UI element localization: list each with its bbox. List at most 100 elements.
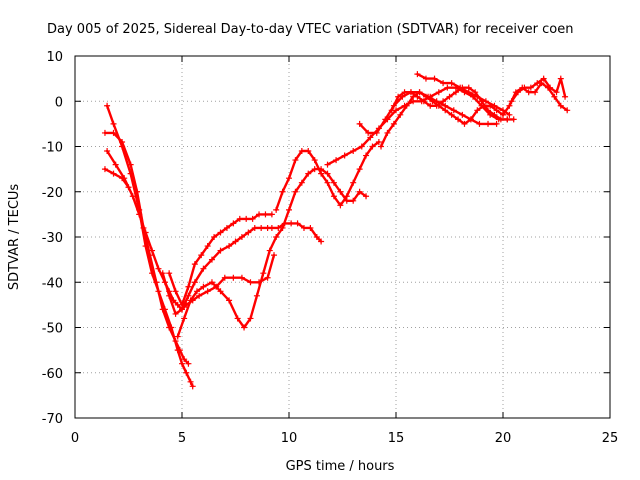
data-point bbox=[506, 111, 513, 118]
data-point bbox=[452, 89, 459, 96]
y-tick-label: -30 bbox=[42, 231, 63, 246]
data-point bbox=[407, 89, 414, 96]
data-point bbox=[172, 288, 179, 295]
data-point bbox=[183, 369, 190, 376]
data-point bbox=[450, 107, 457, 114]
data-point bbox=[193, 288, 200, 295]
data-point bbox=[273, 234, 280, 240]
data-point bbox=[230, 274, 237, 281]
data-point bbox=[198, 252, 205, 259]
data-point bbox=[185, 360, 192, 367]
x-axis-label: GPS time / hours bbox=[286, 459, 395, 474]
data-point bbox=[110, 129, 117, 136]
x-tick-label: 0 bbox=[71, 431, 79, 446]
data-point bbox=[311, 157, 318, 164]
data-point bbox=[356, 188, 363, 195]
series-line bbox=[103, 131, 190, 365]
data-point bbox=[493, 107, 500, 114]
data-point bbox=[356, 120, 363, 127]
x-tick-label: 15 bbox=[388, 431, 405, 446]
data-point bbox=[226, 243, 233, 250]
data-point bbox=[551, 93, 558, 100]
data-point bbox=[191, 261, 198, 268]
data-point bbox=[187, 378, 194, 385]
data-point bbox=[429, 98, 436, 105]
data-point bbox=[249, 215, 256, 222]
data-point bbox=[185, 283, 192, 290]
data-point bbox=[427, 102, 434, 109]
data-point bbox=[318, 170, 325, 177]
data-point bbox=[189, 383, 196, 390]
data-point bbox=[260, 270, 267, 277]
data-point bbox=[125, 184, 132, 191]
data-point bbox=[358, 143, 365, 150]
data-point bbox=[313, 234, 320, 240]
data-point bbox=[166, 292, 173, 299]
data-point bbox=[286, 175, 292, 182]
series-arc-5 bbox=[159, 220, 325, 317]
data-point bbox=[112, 161, 119, 168]
y-tick-label: -70 bbox=[42, 412, 63, 427]
x-tick-label: 25 bbox=[602, 431, 619, 446]
data-point bbox=[414, 93, 421, 100]
data-point bbox=[256, 211, 263, 218]
data-point bbox=[534, 80, 541, 87]
data-point bbox=[365, 129, 372, 136]
data-point bbox=[119, 138, 126, 145]
y-tick-label: -40 bbox=[42, 276, 63, 291]
data-point bbox=[238, 274, 245, 281]
y-axis-label: SDTVAR / TECUs bbox=[7, 184, 22, 291]
data-point bbox=[485, 120, 492, 127]
data-point bbox=[208, 256, 215, 263]
data-point bbox=[191, 279, 198, 286]
series-arc-8 bbox=[273, 138, 382, 213]
y-tick-label: 10 bbox=[46, 50, 63, 65]
data-point bbox=[101, 129, 108, 136]
chart-title: Day 005 of 2025, Sidereal Day-to-day VTE… bbox=[47, 22, 573, 37]
data-point bbox=[397, 111, 404, 118]
data-point bbox=[378, 143, 385, 150]
data-point bbox=[455, 116, 462, 123]
series-arc-6 bbox=[166, 211, 275, 308]
data-point bbox=[435, 89, 442, 96]
data-point bbox=[472, 89, 479, 96]
data-point bbox=[564, 107, 571, 114]
data-point bbox=[288, 220, 295, 227]
data-point bbox=[204, 288, 211, 295]
data-point bbox=[440, 98, 447, 105]
data-point bbox=[234, 315, 241, 322]
data-point bbox=[373, 129, 380, 136]
data-point bbox=[217, 247, 224, 254]
data-point bbox=[279, 224, 286, 231]
data-point bbox=[110, 120, 117, 127]
data-point bbox=[557, 75, 564, 82]
x-tick-labels: 0 5 10 15 20 25 bbox=[71, 431, 618, 446]
data-point bbox=[166, 324, 173, 331]
data-point bbox=[136, 211, 143, 218]
data-point bbox=[333, 157, 340, 164]
data-point bbox=[350, 179, 357, 186]
data-point bbox=[127, 161, 134, 168]
data-point bbox=[444, 84, 451, 91]
data-point bbox=[208, 279, 215, 286]
data-point bbox=[474, 107, 481, 114]
data-point bbox=[318, 238, 325, 245]
data-point bbox=[497, 116, 504, 123]
data-point bbox=[172, 310, 179, 317]
data-point bbox=[467, 116, 474, 123]
data-point bbox=[431, 75, 438, 82]
data-point bbox=[356, 166, 363, 173]
series-layer bbox=[101, 71, 571, 390]
data-point bbox=[258, 224, 265, 231]
data-point bbox=[422, 93, 429, 100]
data-point bbox=[414, 71, 421, 78]
data-point bbox=[491, 111, 498, 118]
data-point bbox=[448, 80, 455, 87]
data-point bbox=[247, 315, 254, 322]
series-arc-4 bbox=[101, 166, 132, 191]
data-point bbox=[465, 89, 472, 96]
data-point bbox=[232, 238, 239, 245]
data-point bbox=[200, 265, 207, 272]
data-point bbox=[553, 89, 560, 96]
data-point bbox=[155, 265, 162, 272]
